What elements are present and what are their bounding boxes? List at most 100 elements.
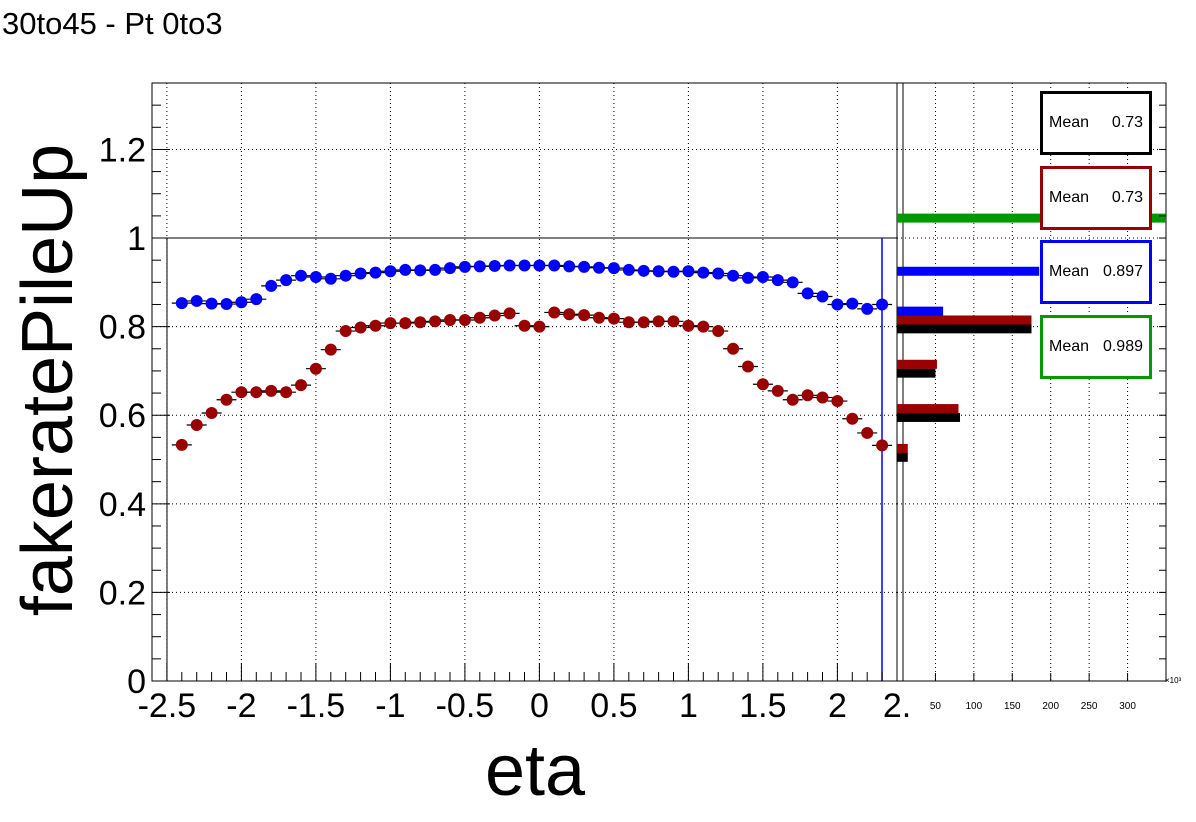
- data-point: [295, 269, 307, 282]
- data-point: [652, 315, 665, 328]
- stat-label: Mean: [1049, 114, 1090, 131]
- side-plot-border: [896, 82, 1167, 682]
- stat-value: 0.73: [1111, 189, 1143, 206]
- main-plot-grid: [152, 83, 898, 682]
- stat-label: Mean: [1049, 263, 1090, 280]
- data-point: [846, 412, 859, 425]
- side-x-tick-label: 100: [966, 701, 983, 712]
- page-title: 30to45 - Pt 0to3: [2, 6, 223, 41]
- data-point: [324, 343, 337, 356]
- stat-value: 0.73: [1111, 114, 1143, 131]
- histogram-bar: [897, 324, 1032, 334]
- main-plot-ticks: [152, 82, 898, 682]
- side-x-tick-label: 50: [930, 701, 942, 712]
- data-point: [488, 309, 501, 322]
- data-point: [533, 259, 546, 272]
- data-point: [578, 309, 591, 322]
- data-point: [607, 262, 620, 275]
- data-point: [503, 259, 516, 272]
- side-plot-frame: [896, 82, 1167, 682]
- histogram-bar: [897, 443, 908, 453]
- stat-value: 0.989: [1102, 338, 1143, 355]
- data-point: [265, 384, 278, 397]
- data-point: [235, 296, 248, 309]
- x-tick-label: -1.5: [287, 687, 346, 725]
- histogram-bar: [897, 368, 936, 378]
- data-point: [384, 317, 397, 330]
- data-point: [861, 426, 874, 439]
- data-point: [250, 386, 263, 399]
- main-plot-frame: [151, 82, 898, 682]
- data-point: [488, 259, 501, 272]
- x-tick-label: 0.5: [590, 687, 637, 725]
- data-point: [518, 259, 531, 272]
- data-point: [369, 266, 382, 279]
- data-point: [280, 386, 293, 399]
- histogram-bar: [897, 266, 1040, 276]
- x-tick-label: 1: [679, 687, 698, 725]
- data-point: [727, 269, 740, 282]
- data-point: [607, 312, 620, 325]
- data-point: [309, 271, 322, 284]
- data-point: [324, 272, 337, 285]
- data-point: [250, 293, 263, 306]
- data-point: [712, 267, 725, 280]
- data-point: [742, 271, 754, 284]
- data-point: [339, 269, 352, 282]
- histogram-bar: [897, 359, 937, 369]
- y-tick-label: 1.2: [99, 131, 146, 169]
- data-point: [295, 379, 307, 392]
- x-tick-label: 2: [828, 687, 847, 725]
- x-tick-label: -0.5: [436, 687, 495, 725]
- histogram-bar: [897, 452, 908, 462]
- stat-value: 0.897: [1102, 263, 1143, 280]
- data-point: [742, 360, 754, 373]
- data-point: [429, 263, 442, 276]
- data-point: [235, 386, 248, 399]
- histogram-bar: [897, 306, 944, 316]
- data-point: [533, 320, 546, 333]
- data-point: [578, 260, 591, 273]
- data-point: [593, 311, 605, 324]
- histogram-bar: [897, 213, 1166, 223]
- data-point: [354, 267, 367, 280]
- data-point: [548, 306, 561, 319]
- data-point: [563, 308, 576, 321]
- stat-box: Mean 0.73: [1040, 166, 1152, 230]
- data-point: [339, 325, 352, 338]
- data-point: [473, 260, 486, 273]
- y-tick-label: 0.2: [99, 574, 146, 612]
- data-point: [831, 298, 844, 311]
- data-point: [190, 294, 203, 307]
- main-plot-series: [171, 259, 893, 452]
- data-point: [265, 279, 278, 292]
- data-point: [786, 393, 799, 406]
- x-tick-label: 0: [530, 687, 549, 725]
- data-point: [637, 264, 650, 277]
- data-point: [309, 362, 322, 375]
- data-point: [220, 298, 233, 311]
- data-point: [756, 271, 769, 284]
- histogram-bar: [897, 315, 1032, 325]
- data-point: [399, 263, 412, 276]
- data-point: [682, 265, 695, 278]
- side-plot-ticks: 50 100 150 200 250 300 ×10³: [930, 82, 1182, 712]
- stat-box: Mean 0.989: [1040, 315, 1152, 379]
- data-point: [756, 378, 769, 391]
- data-point: [458, 313, 471, 326]
- data-point: [518, 319, 531, 332]
- side-x-tick-label: 250: [1081, 701, 1098, 712]
- y-tick-label: 0.6: [99, 397, 146, 435]
- y-axis-label: fakeratePileUp: [8, 144, 88, 616]
- x-tick-label: 2.: [883, 687, 911, 725]
- stat-box: Mean 0.897: [1040, 240, 1152, 304]
- data-point: [369, 319, 382, 332]
- side-x-exponent-label: ×10³: [1165, 676, 1182, 685]
- data-point: [414, 264, 427, 277]
- data-point: [667, 265, 680, 278]
- data-point: [458, 260, 471, 273]
- data-point: [205, 297, 218, 310]
- data-point: [816, 290, 829, 303]
- side-x-tick-label: 300: [1119, 701, 1136, 712]
- data-point: [280, 274, 293, 287]
